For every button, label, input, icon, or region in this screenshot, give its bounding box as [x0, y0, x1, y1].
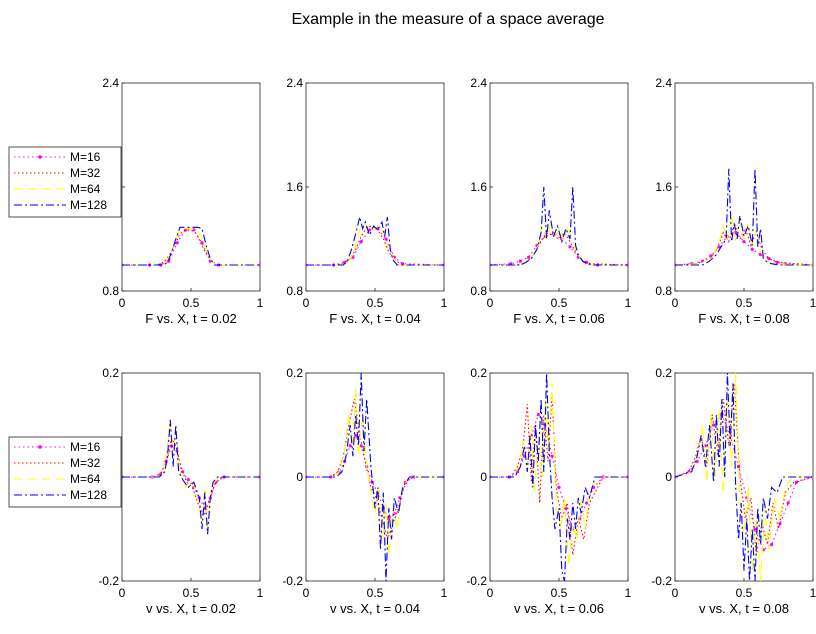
series-point: [742, 240, 745, 243]
y-tick-label: -0.2: [466, 574, 487, 588]
x-tick-label: 0: [303, 296, 310, 310]
legend-label: M=16: [70, 440, 101, 454]
x-tick-label: 1: [625, 296, 632, 310]
y-tick-label: 2.4: [286, 76, 303, 90]
x-tick-label: 0.5: [551, 296, 568, 310]
subplot-title: F vs. X, t = 0.02: [145, 311, 236, 326]
x-tick-label: 0: [672, 296, 679, 310]
y-tick-label: 0: [665, 470, 672, 484]
subplot-4: 0.8 1.6 2.4 0 0.5 1 F vs. X, t = 0.08: [655, 76, 816, 326]
series-point: [349, 444, 352, 447]
x-tick-label: 0: [487, 296, 494, 310]
subplot-title: F vs. X, t = 0.06: [513, 311, 604, 326]
series-point: [384, 237, 387, 240]
subplot-8: -0.200.20 0.5 1v vs. X, t = 0.08: [651, 366, 816, 616]
legend-marker: [38, 155, 42, 159]
axes-frame: [306, 83, 444, 291]
subplot-3: 0.8 1.6 2.4 0 0.5 1 F vs. X, t = 0.06: [470, 76, 631, 326]
axes-frame: [490, 83, 628, 291]
y-tick-label: 0: [296, 470, 303, 484]
subplot-7: -0.200.20 0.5 1v vs. X, t = 0.06: [466, 366, 631, 616]
legend-label: M=32: [70, 456, 101, 470]
y-tick-label: 0.2: [286, 366, 303, 380]
x-tick-label: 1: [441, 296, 448, 310]
x-tick-label: 0: [303, 586, 310, 600]
y-tick-label: 2.4: [102, 76, 119, 90]
y-tick-label: -0.2: [98, 574, 119, 588]
x-tick-label: 1: [257, 586, 264, 600]
figure-title: Example in the measure of a space averag…: [291, 11, 604, 28]
x-tick-label: 0.5: [551, 586, 568, 600]
subplot-title: F vs. X, t = 0.08: [698, 311, 789, 326]
series-point: [551, 455, 554, 458]
series-point: [709, 254, 712, 257]
x-tick-label: 0: [672, 586, 679, 600]
x-tick-label: 1: [810, 586, 816, 600]
x-tick-label: 1: [257, 296, 264, 310]
x-tick-label: 0: [487, 586, 494, 600]
y-tick-label: 0.8: [102, 284, 119, 298]
legend-label: M=32: [70, 166, 101, 180]
y-tick-label: 0.8: [286, 284, 303, 298]
x-tick-label: 0.5: [736, 296, 753, 310]
x-tick-label: 0.5: [736, 586, 753, 600]
series-point: [770, 543, 773, 546]
subplot-title: v vs. X, t = 0.04: [330, 601, 420, 616]
series-point: [751, 248, 754, 251]
y-tick-label: 0: [480, 470, 487, 484]
x-tick-label: 1: [810, 296, 816, 310]
legend-label: M=16: [70, 150, 101, 164]
series-point: [354, 434, 357, 437]
series-point: [568, 245, 571, 248]
y-tick-label: -0.2: [282, 574, 303, 588]
subplot-title: v vs. X, t = 0.02: [146, 601, 236, 616]
series-point: [557, 486, 560, 489]
legend-2: M=16 M=32 M=64 M=128: [9, 437, 121, 507]
legend-1: M=16 M=32 M=64 M=128: [9, 147, 121, 217]
subplot-grid: 0.8 1.6 2.4 0 0.5 1 F vs. X, t = 0.02 0.8 1.6 2.4…: [98, 76, 816, 616]
x-tick-label: 0.5: [183, 586, 200, 600]
y-tick-label: -0.2: [651, 574, 672, 588]
series-point: [537, 413, 540, 416]
series-point: [360, 240, 363, 243]
legend-marker: [38, 445, 42, 449]
y-tick-label: 0.8: [470, 284, 487, 298]
legend-label: M=128: [70, 198, 107, 212]
axes-frame: [675, 83, 813, 291]
x-tick-label: 0.5: [367, 296, 384, 310]
subplot-title: v vs. X, t = 0.06: [514, 601, 604, 616]
subplot-2: 0.8 1.6 2.4 0 0.5 1 F vs. X, t = 0.04: [286, 76, 447, 326]
y-tick-label: 0.2: [470, 366, 487, 380]
subplot-title: F vs. X, t = 0.04: [329, 311, 420, 326]
x-tick-label: 1: [625, 586, 632, 600]
subplot-6: -0.200.20 0.5 1v vs. X, t = 0.04: [282, 366, 447, 616]
y-tick-label: 2.4: [655, 76, 672, 90]
subplot-1: 0.81.62.400.51F vs. X, t = 0.02: [102, 76, 263, 326]
subplot-5: -0.200.200.51v vs. X, t = 0.02: [98, 366, 263, 616]
y-tick-label: 0.8: [655, 284, 672, 298]
x-tick-label: 1: [441, 586, 448, 600]
y-tick-label: 2.4: [470, 76, 487, 90]
y-tick-label: 0.2: [655, 366, 672, 380]
legend-label: M=128: [70, 488, 107, 502]
x-tick-label: 0: [119, 586, 126, 600]
y-tick-label: 1.6: [655, 180, 672, 194]
legend-label: M=64: [70, 182, 101, 196]
x-tick-label: 0.5: [367, 586, 384, 600]
x-tick-label: 0.5: [183, 296, 200, 310]
y-tick-label: 1.6: [470, 180, 487, 194]
y-tick-label: 1.6: [286, 180, 303, 194]
y-tick-label: 0.2: [102, 366, 119, 380]
legends: M=16 M=32 M=64 M=128 M=16 M=32 M=64 M=128: [9, 147, 121, 507]
x-tick-label: 0: [119, 296, 126, 310]
series-point: [187, 478, 190, 481]
series-point: [519, 260, 522, 263]
series-point: [787, 501, 790, 504]
axes-frame: [122, 83, 260, 291]
legend-label: M=64: [70, 472, 101, 486]
subplot-title: v vs. X, t = 0.08: [699, 601, 789, 616]
